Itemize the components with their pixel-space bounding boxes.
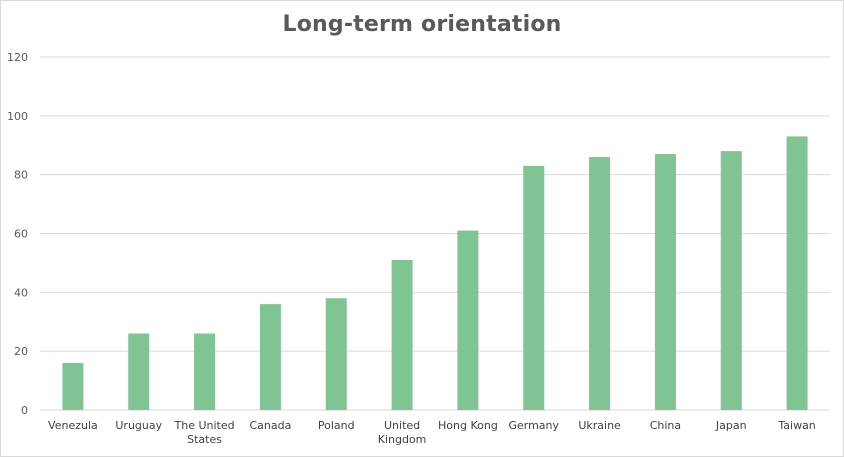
x-tick-label: United Kingdom (378, 419, 427, 446)
x-tick-label: Ukraine (578, 419, 621, 432)
y-tick-label: 80 (14, 169, 28, 182)
x-tick-label: The United States (174, 419, 235, 446)
x-tick-label: Hong Kong (438, 419, 498, 432)
bar-poland (325, 298, 347, 410)
x-tick-label: Taiwan (777, 419, 815, 432)
bar-china (654, 154, 676, 410)
bar-ukraine (589, 157, 611, 410)
x-tick-label: Venezula (48, 419, 98, 432)
x-tick-label: Uruguay (115, 419, 162, 432)
y-tick-label: 20 (14, 345, 28, 358)
x-tick-label: Germany (508, 419, 559, 432)
bar-taiwan (786, 136, 808, 411)
x-axis-labels: Venezula Uruguay The United States Canada Pol… (48, 419, 816, 446)
bars (62, 136, 808, 411)
bar-japan (720, 151, 742, 410)
bar-the-united-states (194, 333, 216, 410)
y-tick-label: 100 (7, 110, 28, 123)
bar-hong-kong (457, 230, 479, 410)
y-tick-label: 120 (7, 51, 28, 64)
x-tick-label: China (650, 419, 681, 432)
x-tick-label: Japan (715, 419, 747, 432)
y-tick-label: 40 (14, 286, 28, 299)
gridlines (40, 56, 830, 411)
bar-germany (523, 165, 545, 410)
y-tick-label: 60 (14, 228, 28, 241)
x-tick-label: Poland (318, 419, 355, 432)
bar-uruguay (128, 333, 150, 410)
y-axis-ticks: 0 20 40 60 80 100 120 (7, 51, 28, 417)
x-tick-label: Canada (249, 419, 291, 432)
y-tick-label: 0 (21, 404, 28, 417)
chart-title: Long-term orientation (282, 12, 562, 37)
bar-venezula (62, 362, 84, 410)
bar-united-kingdom (391, 259, 413, 410)
bar-canada (259, 304, 281, 410)
